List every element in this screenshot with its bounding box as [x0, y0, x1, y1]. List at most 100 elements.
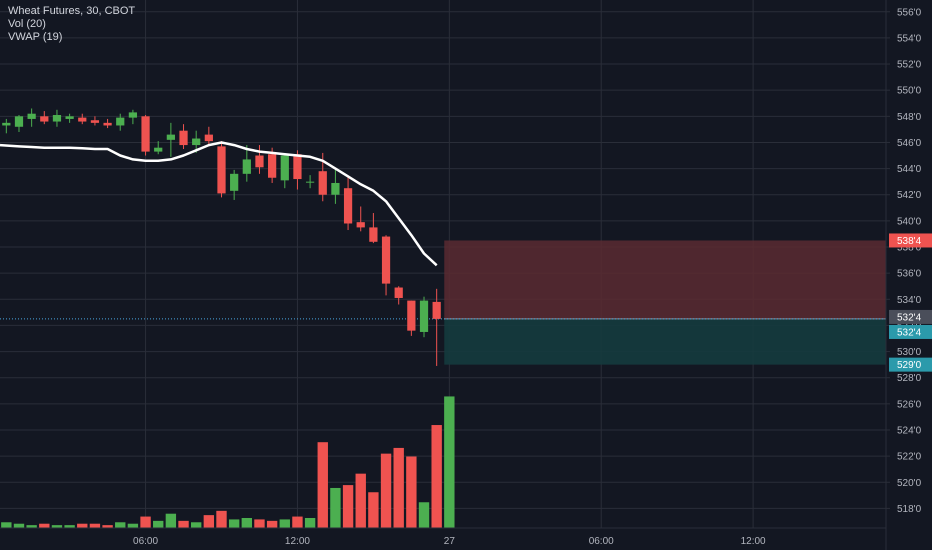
volume-bar [140, 516, 151, 528]
candle-body [65, 116, 74, 119]
stop-loss-zone [444, 240, 886, 319]
price-axis-label: 522'0 [897, 452, 922, 463]
price-axis-label: 550'0 [897, 86, 922, 97]
candle-body [78, 117, 87, 122]
volume-bar [355, 473, 366, 528]
candle-body [52, 115, 62, 122]
time-axis-label: 12:00 [285, 536, 310, 547]
price-axis-label: 536'0 [897, 269, 922, 280]
volume-bar [115, 522, 126, 528]
volume-bar [165, 513, 177, 528]
volume-bar [216, 510, 227, 528]
candle-body [40, 116, 49, 122]
candle-body [356, 222, 365, 228]
volume-bar [228, 519, 240, 528]
price-axis-label: 524'0 [897, 425, 922, 436]
volume-bar [431, 425, 442, 528]
candle-body [103, 122, 112, 126]
volume-bar [254, 519, 265, 528]
volume-bar [317, 442, 328, 528]
candle-body [268, 154, 277, 178]
volume-bar [266, 520, 278, 528]
volume-bar [190, 522, 202, 528]
candle-body [230, 173, 239, 191]
current-price-tag [889, 324, 932, 339]
candle-body [27, 113, 36, 119]
volume-bar [444, 396, 455, 528]
price-axis-label: 554'0 [897, 33, 922, 44]
volume-bar [178, 520, 189, 528]
price-axis-label: 546'0 [897, 138, 922, 149]
entry-price-tag-label: 532'4 [897, 312, 922, 323]
candle-body [381, 236, 391, 284]
price-axis-label: 540'0 [897, 216, 922, 227]
candle-body [255, 155, 264, 168]
candle-body [331, 182, 340, 195]
volume-bar [304, 517, 316, 528]
volume-bar [418, 502, 430, 528]
price-axis-label: 542'0 [897, 190, 922, 201]
volume-bar [380, 453, 392, 528]
volume-bar [64, 525, 75, 528]
time-axis-label: 12:00 [741, 536, 766, 547]
time-axis-label: 06:00 [133, 536, 158, 547]
candle-body [394, 287, 403, 298]
candle-body [369, 227, 378, 242]
candle-body [217, 146, 226, 194]
volume-bar [203, 515, 215, 528]
volume-bar [279, 519, 290, 528]
volume-bar [368, 492, 379, 528]
volume-bar [406, 456, 417, 528]
price-axis-label: 528'0 [897, 373, 922, 384]
candle-body [14, 116, 24, 127]
candle-body [432, 301, 441, 319]
legend-title: Wheat Futures, 30, CBOT [8, 5, 136, 17]
vwap-line [0, 141, 438, 267]
target-price-tag [889, 357, 932, 372]
current-price-tag-label: 532'4 [897, 327, 922, 338]
price-axis-label: 534'0 [897, 295, 922, 306]
volume-bar [342, 485, 354, 528]
stop-price-tag [889, 233, 932, 248]
time-axis-label: 27 [444, 536, 456, 547]
candle-body [407, 300, 416, 331]
candle-body [154, 147, 163, 152]
price-axis-label: 518'0 [897, 504, 922, 515]
candle-body [116, 117, 125, 126]
candle-body [179, 130, 188, 146]
candle-body [141, 116, 150, 152]
volume-bar [26, 525, 37, 528]
candle-body [318, 171, 327, 195]
price-axis-label: 530'0 [897, 347, 922, 358]
price-axis-label: 556'0 [897, 7, 922, 18]
candle-body [419, 300, 429, 332]
volume-bar [241, 517, 253, 528]
volume-bar [292, 516, 303, 528]
price-axis-label: 548'0 [897, 112, 922, 123]
entry-price-tag [889, 309, 932, 324]
price-axis-label: 544'0 [897, 164, 922, 175]
time-axis-label: 06:00 [589, 536, 614, 547]
take-profit-zone [444, 318, 886, 365]
legend-vwap: VWAP (19) [8, 31, 63, 43]
volume-bar [13, 523, 25, 528]
price-axis-label: 520'0 [897, 478, 922, 489]
volume-bar [330, 487, 341, 528]
price-axis-label: 538'0 [897, 243, 922, 254]
chart-legend: Wheat Futures, 30, CBOT Vol (20) VWAP (1… [8, 5, 135, 44]
volume-bar [51, 525, 63, 528]
price-axis-label: 552'0 [897, 60, 922, 71]
candle-body [90, 120, 100, 123]
volume-bar [1, 522, 12, 528]
candle-body [305, 181, 315, 183]
candle-body [128, 112, 138, 118]
candle-body [293, 154, 302, 180]
candle-body [192, 138, 201, 146]
candle-body [242, 159, 251, 174]
volume-bar [77, 523, 88, 528]
volume-bar [89, 523, 101, 528]
candle-body [204, 134, 213, 142]
volume-bar [393, 447, 404, 528]
volume-bar [102, 525, 113, 528]
